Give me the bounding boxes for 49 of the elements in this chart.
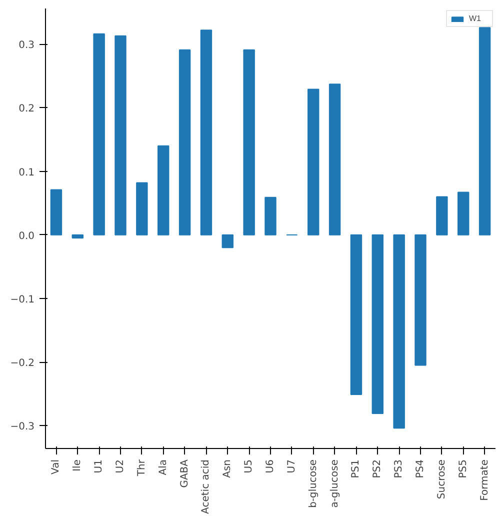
x-tick-label: b-glucose <box>308 459 319 508</box>
x-tick-label: Val <box>50 459 62 474</box>
bar <box>478 27 491 236</box>
bar <box>308 88 320 236</box>
bar <box>350 234 362 395</box>
y-tick-label: 0.2 <box>18 104 35 115</box>
x-tick-label: PS5 <box>458 459 469 478</box>
y-tick-label: 0.0 <box>18 230 35 242</box>
bar <box>328 84 341 236</box>
y-tick-label: 0.3 <box>18 40 35 52</box>
bar <box>50 189 62 236</box>
x-tick-label: Asn <box>222 460 234 478</box>
x-tick-label: U5 <box>244 459 255 474</box>
x-tick-label: U7 <box>286 459 298 474</box>
bar <box>114 35 126 236</box>
bar <box>393 234 405 429</box>
x-tick-label: U6 <box>265 459 276 474</box>
y-tick-label: −0.1 <box>10 294 35 306</box>
bar <box>264 196 276 236</box>
bar <box>136 182 148 236</box>
x-tick-label: Acetic acid <box>200 459 212 514</box>
x-tick-label: Sucrose <box>436 459 448 500</box>
y-tick-label: −0.3 <box>10 422 35 433</box>
x-tick-label: Thr <box>136 458 148 478</box>
x-tick-label: GABA <box>179 459 190 488</box>
bar <box>158 145 170 236</box>
x-tick-label: PS3 <box>394 459 405 478</box>
bar <box>93 33 105 236</box>
x-tick-label: PS2 <box>372 459 384 478</box>
x-tick-label: a-glucose <box>329 459 340 508</box>
bar <box>200 30 212 236</box>
bar <box>222 234 234 248</box>
bar <box>414 234 426 366</box>
x-tick-label: Ile <box>72 459 84 472</box>
bar <box>178 49 191 236</box>
bar <box>72 234 84 239</box>
x-tick-label: Formate <box>479 459 490 501</box>
y-tick-label: −0.2 <box>10 358 35 370</box>
x-tick-label: U1 <box>94 459 105 474</box>
x-tick-label: PS4 <box>415 459 426 478</box>
x-tick-label: PS1 <box>350 459 362 478</box>
x-tick-label: Ala <box>158 459 169 476</box>
bar <box>372 234 384 414</box>
bar <box>458 192 470 236</box>
y-tick-label: 0.1 <box>18 167 35 178</box>
bar <box>243 49 255 236</box>
legend-label: W1 <box>469 14 482 23</box>
x-tick-label: U2 <box>115 459 126 474</box>
bar <box>436 196 448 236</box>
